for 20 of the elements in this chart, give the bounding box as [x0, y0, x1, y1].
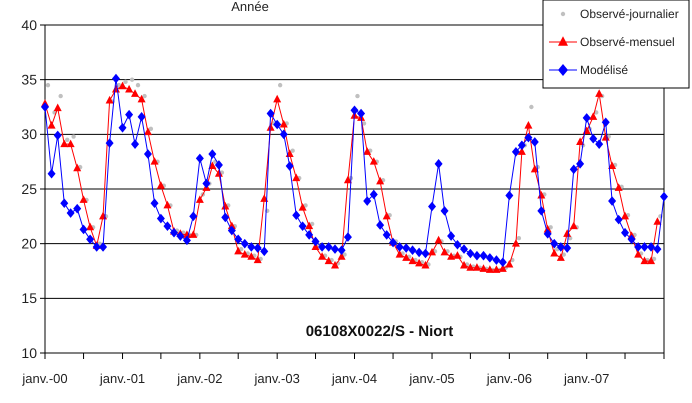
x-tick-label: janv.-07: [563, 371, 610, 386]
chart-title: Année: [231, 0, 269, 14]
y-tick-label: 30: [21, 126, 38, 142]
x-tick-label: janv.-01: [98, 371, 146, 386]
y-tick-label: 25: [21, 180, 38, 197]
x-tick-label: janv.-02: [176, 371, 223, 386]
annotation: 06108X0022/S - Niort: [306, 323, 454, 340]
y-tick-label: 20: [21, 236, 38, 252]
x-tick-label: janv.-06: [486, 371, 532, 386]
x-tick-label: janv.-03: [254, 371, 300, 386]
x-tick-label: janv.-00: [21, 371, 68, 386]
legend-label: Observé-mensuel: [580, 35, 675, 50]
x-tick-label: janv.-05: [408, 371, 455, 386]
y-tick-label: 15: [21, 290, 38, 306]
x-tick-label: janv.-04: [330, 371, 378, 386]
y-tick-label: 40: [21, 16, 38, 33]
y-tick-label: 10: [21, 344, 38, 361]
y-tick-label: 35: [21, 72, 38, 88]
legend-label: Observé-journalier: [580, 7, 679, 22]
legend-label: Modélisé: [580, 63, 628, 78]
